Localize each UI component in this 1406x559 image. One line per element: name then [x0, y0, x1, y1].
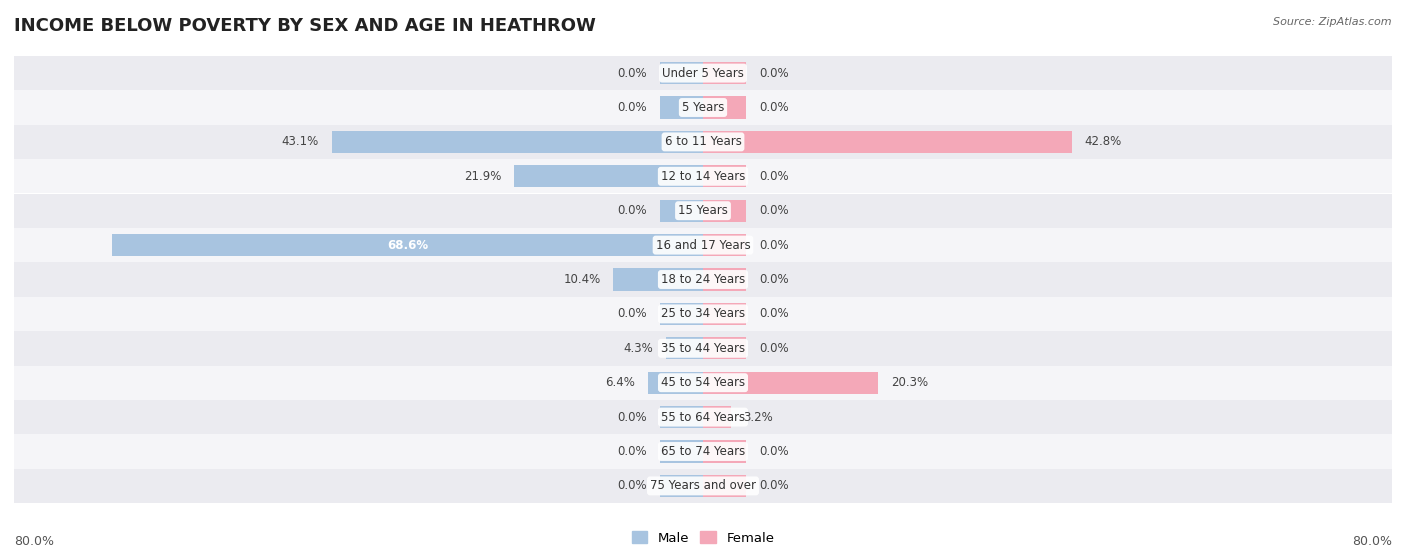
Bar	[14, 331, 1392, 366]
Bar	[659, 440, 703, 463]
Bar	[703, 475, 747, 497]
Bar	[14, 262, 1392, 297]
Text: 21.9%: 21.9%	[464, 170, 502, 183]
Text: 3.2%: 3.2%	[744, 411, 773, 424]
Text: 0.0%: 0.0%	[759, 342, 789, 355]
Text: 6 to 11 Years: 6 to 11 Years	[665, 135, 741, 148]
Bar	[515, 165, 703, 187]
Bar	[659, 303, 703, 325]
Bar	[703, 372, 877, 394]
Text: 65 to 74 Years: 65 to 74 Years	[661, 445, 745, 458]
Text: 25 to 34 Years: 25 to 34 Years	[661, 307, 745, 320]
Bar	[703, 96, 747, 119]
Text: 20.3%: 20.3%	[891, 376, 928, 389]
Text: 18 to 24 Years: 18 to 24 Years	[661, 273, 745, 286]
Text: Under 5 Years: Under 5 Years	[662, 67, 744, 79]
Bar	[332, 131, 703, 153]
Bar	[14, 434, 1392, 468]
Text: 55 to 64 Years: 55 to 64 Years	[661, 411, 745, 424]
Text: 0.0%: 0.0%	[617, 411, 647, 424]
Text: 0.0%: 0.0%	[759, 480, 789, 492]
Text: 5 Years: 5 Years	[682, 101, 724, 114]
Text: 42.8%: 42.8%	[1084, 135, 1122, 148]
Text: 0.0%: 0.0%	[759, 67, 789, 79]
Bar	[14, 228, 1392, 262]
Bar	[703, 131, 1071, 153]
Text: 75 Years and over: 75 Years and over	[650, 480, 756, 492]
Text: 0.0%: 0.0%	[759, 170, 789, 183]
Text: 0.0%: 0.0%	[617, 204, 647, 217]
Text: 0.0%: 0.0%	[759, 101, 789, 114]
Text: 12 to 14 Years: 12 to 14 Years	[661, 170, 745, 183]
Bar	[703, 62, 747, 84]
Bar	[14, 400, 1392, 434]
Bar	[666, 337, 703, 359]
Bar	[14, 193, 1392, 228]
Text: 80.0%: 80.0%	[1353, 535, 1392, 548]
Text: 43.1%: 43.1%	[281, 135, 319, 148]
Text: 45 to 54 Years: 45 to 54 Years	[661, 376, 745, 389]
Bar	[14, 297, 1392, 331]
Bar	[648, 372, 703, 394]
Bar	[659, 406, 703, 428]
Bar	[703, 406, 731, 428]
Text: 0.0%: 0.0%	[617, 445, 647, 458]
Bar	[659, 475, 703, 497]
Text: INCOME BELOW POVERTY BY SEX AND AGE IN HEATHROW: INCOME BELOW POVERTY BY SEX AND AGE IN H…	[14, 17, 596, 35]
Bar	[613, 268, 703, 291]
Text: 0.0%: 0.0%	[617, 480, 647, 492]
Bar	[703, 337, 747, 359]
Bar	[659, 200, 703, 222]
Text: 0.0%: 0.0%	[759, 204, 789, 217]
Text: 0.0%: 0.0%	[759, 445, 789, 458]
Text: 80.0%: 80.0%	[14, 535, 53, 548]
Text: 0.0%: 0.0%	[759, 307, 789, 320]
Bar	[703, 234, 747, 256]
Text: Source: ZipAtlas.com: Source: ZipAtlas.com	[1274, 17, 1392, 27]
Legend: Male, Female: Male, Female	[626, 526, 780, 550]
Bar	[703, 268, 747, 291]
Bar	[14, 125, 1392, 159]
Text: 16 and 17 Years: 16 and 17 Years	[655, 239, 751, 252]
Text: 4.3%: 4.3%	[623, 342, 652, 355]
Bar	[659, 96, 703, 119]
Bar	[659, 62, 703, 84]
Bar	[14, 366, 1392, 400]
Text: 0.0%: 0.0%	[759, 273, 789, 286]
Text: 0.0%: 0.0%	[759, 239, 789, 252]
Text: 15 Years: 15 Years	[678, 204, 728, 217]
Text: 0.0%: 0.0%	[617, 307, 647, 320]
Text: 0.0%: 0.0%	[617, 101, 647, 114]
Bar	[14, 468, 1392, 503]
Text: 35 to 44 Years: 35 to 44 Years	[661, 342, 745, 355]
Bar	[14, 159, 1392, 193]
Bar	[703, 165, 747, 187]
Text: 10.4%: 10.4%	[564, 273, 600, 286]
Bar	[112, 234, 703, 256]
Text: 6.4%: 6.4%	[605, 376, 636, 389]
Text: 68.6%: 68.6%	[387, 239, 429, 252]
Text: 0.0%: 0.0%	[617, 67, 647, 79]
Bar	[14, 56, 1392, 91]
Bar	[703, 200, 747, 222]
Bar	[703, 303, 747, 325]
Bar	[703, 440, 747, 463]
Bar	[14, 91, 1392, 125]
